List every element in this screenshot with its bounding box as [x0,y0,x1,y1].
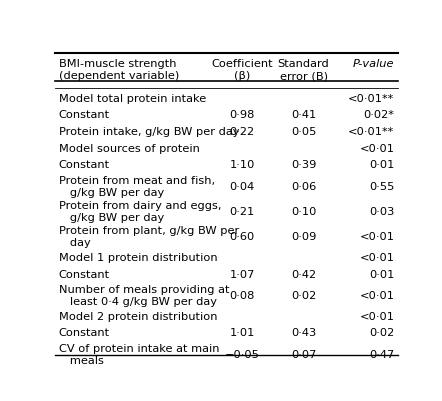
Text: 0·05: 0·05 [291,127,316,137]
Text: 0·03: 0·03 [369,207,394,217]
Text: Constant: Constant [59,110,110,120]
Text: <0·01**: <0·01** [348,94,394,104]
Text: Standard
error (B): Standard error (B) [278,59,329,81]
Text: 0·41: 0·41 [291,110,316,120]
Text: Protein from dairy and eggs,
   g/kg BW per day: Protein from dairy and eggs, g/kg BW per… [59,201,221,223]
Text: 0·98: 0·98 [229,110,255,120]
Text: <0·01: <0·01 [359,253,394,263]
Text: 0·01: 0·01 [369,160,394,170]
Text: 0·04: 0·04 [229,182,255,192]
Text: 0·02*: 0·02* [363,110,394,120]
Text: <0·01: <0·01 [359,291,394,301]
Text: Coefficient
(β): Coefficient (β) [211,59,273,81]
Text: Model total protein intake: Model total protein intake [59,94,206,104]
Text: P-value: P-value [353,59,394,69]
Text: 0·43: 0·43 [291,328,316,338]
Text: 0·02: 0·02 [291,291,316,301]
Text: Constant: Constant [59,269,110,279]
Text: 1·01: 1·01 [229,328,255,338]
Text: 0·06: 0·06 [291,182,316,192]
Text: 0·08: 0·08 [229,291,255,301]
Text: 0·39: 0·39 [291,160,316,170]
Text: Number of meals providing at
   least 0·4 g/kg BW per day: Number of meals providing at least 0·4 g… [59,285,229,307]
Text: <0·01: <0·01 [359,144,394,154]
Text: 0·21: 0·21 [229,207,255,217]
Text: Constant: Constant [59,160,110,170]
Text: Constant: Constant [59,328,110,338]
Text: <0·01**: <0·01** [348,127,394,137]
Text: Protein from meat and fish,
   g/kg BW per day: Protein from meat and fish, g/kg BW per … [59,176,215,198]
Text: 0·02: 0·02 [369,328,394,338]
Text: <0·01: <0·01 [359,233,394,243]
Text: 0·01: 0·01 [369,269,394,279]
Text: 0·22: 0·22 [229,127,255,137]
Text: 0·10: 0·10 [291,207,316,217]
Text: Model sources of protein: Model sources of protein [59,144,199,154]
Text: 0·09: 0·09 [291,233,316,243]
Text: CV of protein intake at main
   meals: CV of protein intake at main meals [59,344,219,366]
Text: 0·47: 0·47 [369,350,394,360]
Text: <0·01: <0·01 [359,312,394,322]
Text: 0·07: 0·07 [291,350,316,360]
Text: 0·60: 0·60 [229,233,255,243]
Text: −0·05: −0·05 [225,350,259,360]
Text: 0·55: 0·55 [369,182,394,192]
Text: Model 2 protein distribution: Model 2 protein distribution [59,312,217,322]
Text: 0·42: 0·42 [291,269,316,279]
Text: 1·07: 1·07 [229,269,255,279]
Text: 1·10: 1·10 [229,160,255,170]
Text: Protein intake, g/kg BW per day: Protein intake, g/kg BW per day [59,127,239,137]
Text: Protein from plant, g/kg BW per
   day: Protein from plant, g/kg BW per day [59,227,239,249]
Text: Model 1 protein distribution: Model 1 protein distribution [59,253,217,263]
Text: BMI-muscle strength
(dependent variable): BMI-muscle strength (dependent variable) [59,59,179,81]
